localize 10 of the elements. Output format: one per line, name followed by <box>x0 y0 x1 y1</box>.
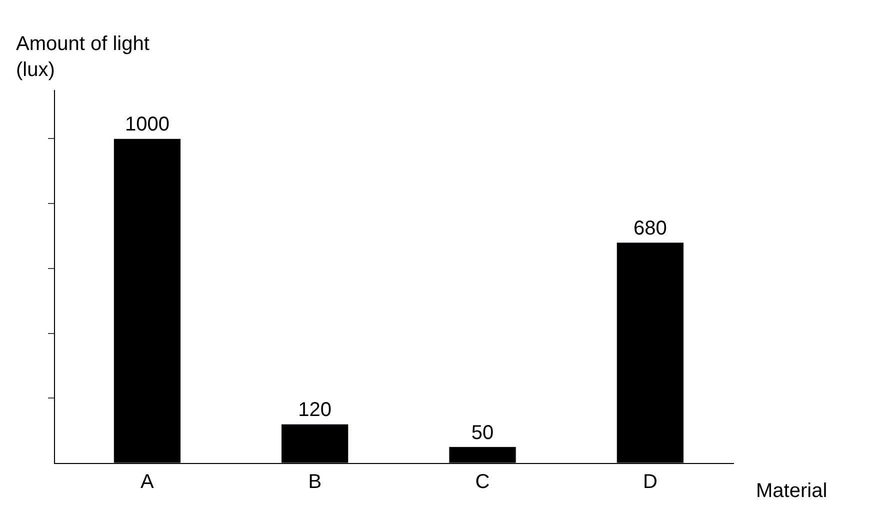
y-axis-title: Amount of light (lux) <box>16 33 150 81</box>
data-label: 1000 <box>124 114 170 136</box>
data-label: 120 <box>298 399 332 422</box>
x-tick-label: A <box>140 471 155 493</box>
data-label: 680 <box>633 217 667 240</box>
x-tick-label: D <box>642 471 658 493</box>
x-tick-label: B <box>308 471 322 493</box>
x-tick-label: C <box>475 471 490 493</box>
x-axis-title: Material <box>756 480 828 502</box>
data-label: 50 <box>471 422 494 444</box>
